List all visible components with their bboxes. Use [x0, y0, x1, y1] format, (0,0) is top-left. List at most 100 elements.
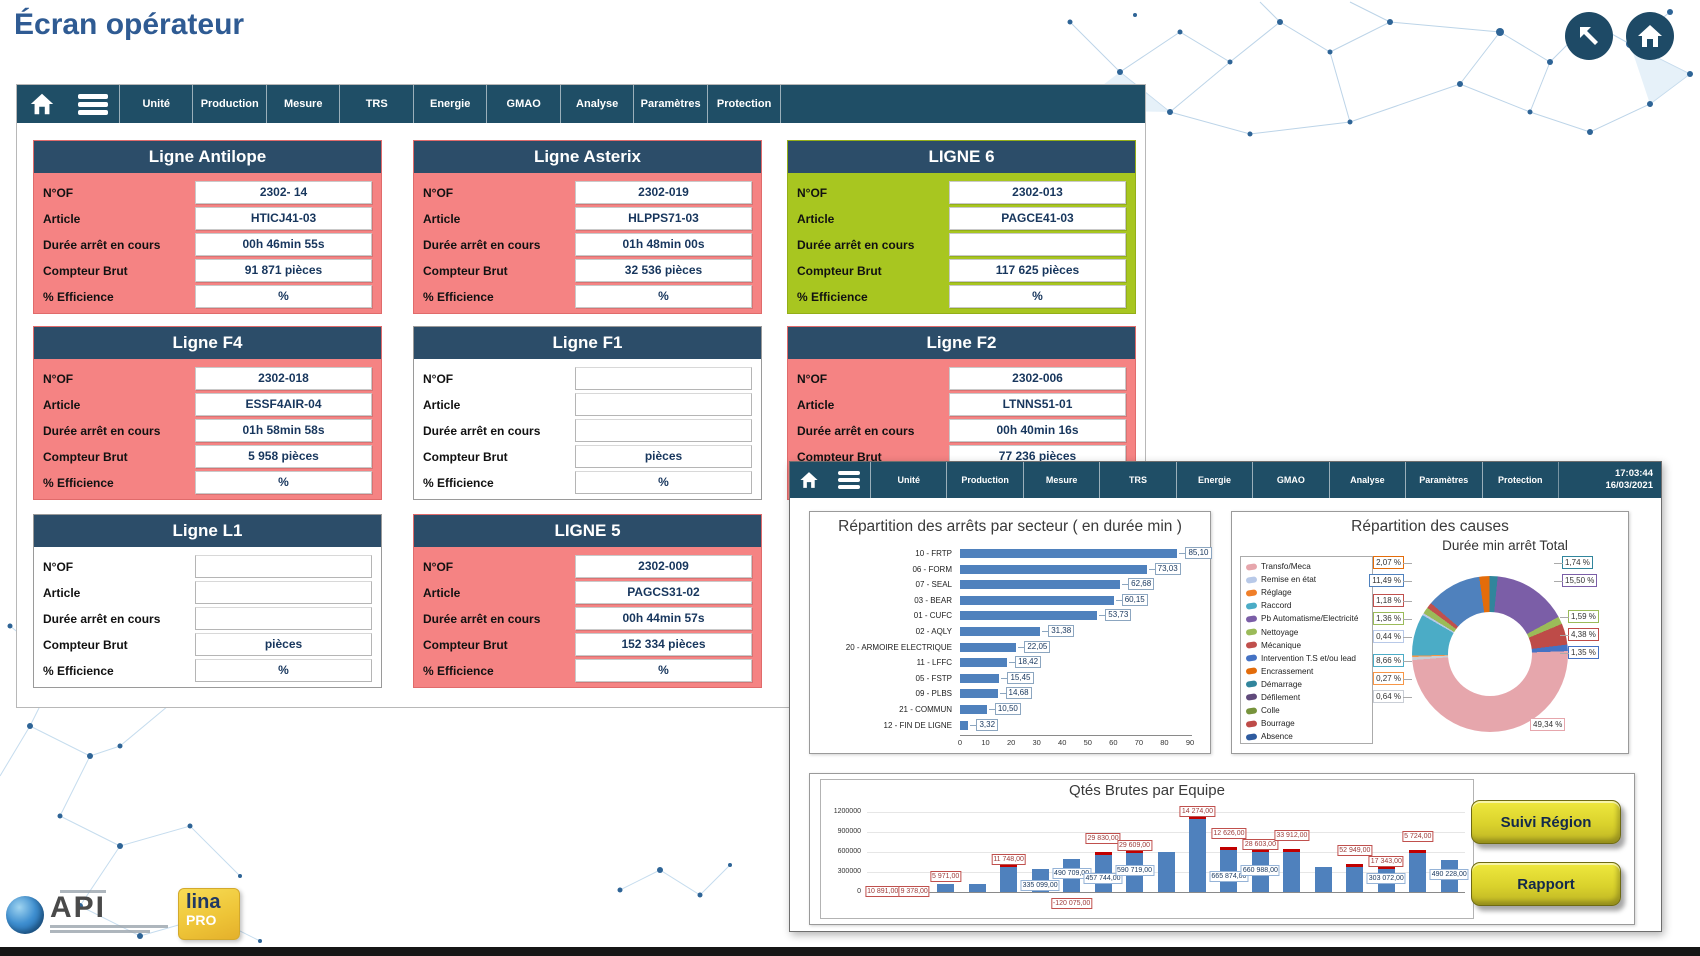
sector-chart-title: Répartition des arrêts par secteur ( en …: [838, 518, 1182, 535]
donut-callout: 2,07 %: [1373, 556, 1412, 569]
lina-pro-logo: lina PRO: [178, 888, 240, 940]
line-card-ligne-antilope: Ligne Antilope N°OF 2302- 14 Article HTICJ41…: [33, 140, 382, 314]
qty-bar-label: 665 874,00: [1209, 871, 1249, 882]
menu-icon[interactable]: [828, 462, 870, 498]
nav-home-button[interactable]: [17, 85, 67, 123]
field-label: % Efficience: [43, 663, 114, 678]
nav-tab-gmao[interactable]: GMAO: [486, 85, 559, 123]
sector-value-label: 22,05: [1018, 640, 1051, 653]
field-label: Article: [423, 585, 461, 600]
sector-x-tick: 10: [981, 738, 990, 748]
nav-tab-parametres[interactable]: Paramètres: [633, 85, 706, 123]
sector-chart-panel: Répartition des arrêts par secteur ( en …: [809, 511, 1212, 754]
legend-item-encrassement: Encrassement: [1245, 665, 1372, 678]
qty-y-tick: 0: [857, 888, 861, 895]
analysis-window: Unité Production Mesure TRS Energie GMAO Analy…: [789, 461, 1662, 932]
qty-bar-label: 590 719,00: [1114, 865, 1155, 877]
field-label: N°OF: [43, 559, 74, 574]
sector-value-label: 73,03: [1148, 562, 1181, 575]
nav-tab-parametres[interactable]: Paramètres: [1405, 462, 1481, 498]
legend-swatch: [1245, 667, 1258, 676]
sector-value-label: 31,38: [1042, 625, 1075, 637]
legend-item-intervention-t-s-et-ou-lead: Intervention T.S et/ou lead: [1245, 652, 1372, 665]
field-value-n-of: [195, 555, 372, 578]
main-window: Unité Production Mesure TRS Energie GMAO Analy…: [16, 84, 1146, 708]
field-value-compteur-brut: 91 871 pièces: [195, 259, 372, 282]
nav-tab-unite[interactable]: Unité: [870, 462, 946, 498]
nav-tab-protection[interactable]: Protection: [1481, 462, 1558, 498]
sector-bar: [960, 689, 998, 699]
sector-category-label: 10 - FRTP: [915, 549, 952, 558]
legend-swatch: [1245, 575, 1258, 584]
donut-callout: 8,66 %: [1373, 654, 1412, 667]
field-label: Compteur Brut: [797, 263, 882, 278]
rapport-button[interactable]: Rapport: [1471, 862, 1621, 906]
card-body: N°OF 2302-009 Article PAGCS31-02 Durée arrêt…: [414, 547, 761, 683]
legend-swatch: [1245, 680, 1258, 689]
field-row--efficience: % Efficience%: [43, 284, 372, 309]
legend-label: Absence: [1261, 732, 1293, 742]
field-value-article: HLPPS71-03: [575, 207, 752, 230]
legend-label: Encrassement: [1261, 666, 1314, 676]
sector-bar: [960, 705, 987, 714]
sector-category-label: 05 - FSTP: [915, 673, 952, 683]
nav-tab-energie[interactable]: Energie: [412, 85, 486, 123]
sector-x-tick: 90: [1185, 738, 1195, 748]
field-label: Article: [43, 585, 81, 600]
nav-tab-production[interactable]: Production: [192, 85, 265, 123]
qty-red-label: 9 378,00: [898, 886, 930, 897]
legend-item-nettoyage: Nettoyage: [1245, 625, 1372, 638]
legend-label: Réglage: [1261, 588, 1292, 598]
qty-bar: [1000, 863, 1018, 892]
donut-hole: [1448, 612, 1532, 696]
menu-icon[interactable]: [67, 85, 119, 123]
back-button[interactable]: [1565, 12, 1613, 60]
nav-home-button[interactable]: [790, 462, 828, 498]
field-label: Durée arrêt en cours: [43, 611, 161, 626]
sector-bar: [960, 642, 1017, 652]
qty-panel: Qtés Brutes par Equipe 1200000 900000 6000…: [809, 773, 1635, 925]
donut-callout: 1,35 %: [1560, 646, 1599, 659]
field-row--efficience: % Efficience%: [423, 284, 752, 309]
nav-tab-mesure[interactable]: Mesure: [265, 85, 339, 123]
nav-tab-trs[interactable]: TRS: [339, 85, 412, 123]
nav-tab-protection[interactable]: Protection: [706, 85, 780, 123]
field-label: % Efficience: [43, 289, 114, 304]
qty-red-label: 11 748,00: [991, 853, 1026, 865]
field-row-duree-arret-en-cours: Durée arrêt en cours 01h 48min 00s: [423, 232, 752, 257]
qty-bar: [1157, 852, 1175, 892]
qty-red-label: 12 626,00: [1211, 828, 1247, 839]
field-row-article: Article PAGCS31-02: [423, 580, 752, 605]
nav-tab-mesure[interactable]: Mesure: [1022, 462, 1099, 498]
donut-callout: 0,44 %: [1373, 630, 1412, 643]
sector-x-tick: 0: [957, 738, 963, 748]
suivi-region-button[interactable]: Suivi Région: [1471, 800, 1621, 844]
field-value--efficience: %: [949, 285, 1126, 308]
home-button[interactable]: [1626, 12, 1674, 60]
nav-tab-production[interactable]: Production: [946, 462, 1022, 498]
nav-tab-trs[interactable]: TRS: [1099, 462, 1175, 498]
field-value-n-of: 2302-013: [949, 181, 1126, 204]
field-value-article: PAGCE41-03: [949, 207, 1126, 230]
legend-swatch: [1245, 562, 1258, 571]
nav-tab-gmao[interactable]: GMAO: [1252, 462, 1328, 498]
nav-tab-analyse[interactable]: Analyse: [559, 85, 633, 123]
nav-tab-analyse[interactable]: Analyse: [1328, 462, 1405, 498]
nav-tab-energie[interactable]: Energie: [1175, 462, 1252, 498]
field-value-duree-arret-en-cours: [949, 233, 1126, 256]
qty-red-label: 52 949,00: [1337, 844, 1373, 856]
sector-bar-row: 06 - FORM 73,03: [810, 562, 1210, 577]
field-label: Durée arrêt en cours: [797, 237, 915, 252]
field-label: Compteur Brut: [43, 263, 128, 278]
field-value-duree-arret-en-cours: 00h 40min 16s: [949, 419, 1126, 442]
causes-chart-subtitle: Durée min arrêt Total: [1442, 538, 1568, 553]
card-title: Ligne F2: [788, 327, 1135, 359]
qty-chart-box: Qtés Brutes par Equipe 1200000 900000 6000…: [820, 779, 1474, 919]
nav-tab-unite[interactable]: Unité: [119, 85, 192, 123]
sector-x-tick: 20: [1006, 738, 1016, 748]
legend-swatch: [1245, 706, 1258, 715]
field-label: N°OF: [423, 185, 454, 200]
field-row-n-of: N°OF: [43, 554, 372, 579]
field-row-compteur-brut: Compteur Brut 91 871 pièces: [43, 258, 372, 283]
field-value--efficience: %: [195, 285, 372, 308]
